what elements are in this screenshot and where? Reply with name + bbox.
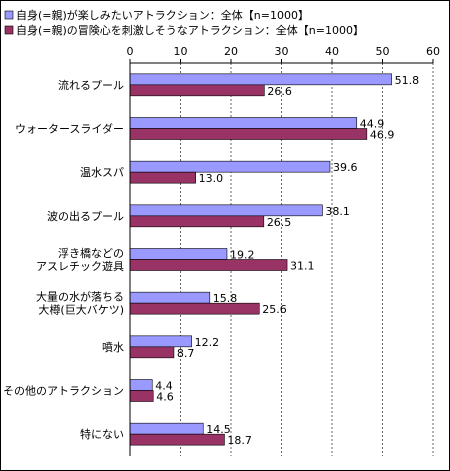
bar-series2 — [129, 171, 196, 184]
category-label: 噴水 — [102, 341, 124, 354]
data-label-series2: 46.9 — [370, 129, 395, 142]
data-label-series1: 15.8 — [213, 292, 238, 305]
bar-series2 — [129, 259, 288, 271]
x-tick-label: 20 — [224, 45, 238, 58]
bar-series1 — [129, 248, 228, 260]
bar-series1 — [129, 204, 323, 217]
bar-series2 — [129, 433, 225, 446]
bar-series1 — [129, 73, 392, 86]
bar-series1 — [129, 335, 192, 348]
x-tick-label: 10 — [174, 45, 188, 58]
x-tick-label: 40 — [325, 45, 339, 58]
data-label-series2: 4.6 — [156, 391, 174, 404]
category-label: 波の出るプール — [47, 209, 124, 223]
axes: 0 10 20 30 40 50 60 流れるプールウォータースライダー温水スパ波の出るプール… — [3, 45, 440, 456]
legend-swatch-1 — [4, 10, 14, 20]
bar-series2 — [129, 215, 265, 228]
data-label-series1: 44.9 — [360, 118, 385, 131]
bar-series1 — [129, 422, 204, 435]
category-label: 大量の水が落ちる — [36, 290, 124, 304]
data-label-series2: 25.6 — [262, 303, 287, 316]
legend-label-2: 自身(=親)の冒険心を刺激しそうなアトラクション：全体【n=1000】 — [16, 23, 364, 37]
bar-series2 — [129, 302, 260, 315]
data-label-series2: 8.7 — [177, 347, 195, 360]
bar-series2 — [129, 390, 154, 402]
data-label-series1: 38.1 — [325, 205, 350, 218]
data-label-series1: 19.2 — [230, 249, 255, 262]
category-label: 浮き橋などの — [58, 246, 124, 260]
bar-series1 — [129, 160, 331, 173]
data-label-series1: 4.4 — [155, 380, 173, 393]
data-label-series2: 26.6 — [267, 85, 292, 98]
legend-swatch-2 — [4, 25, 14, 35]
data-label-series1: 14.5 — [206, 423, 231, 436]
data-label-series1: 39.6 — [333, 161, 358, 174]
bar-series2 — [129, 346, 175, 359]
bar-series1 — [129, 291, 211, 304]
data-label-series2: 26.5 — [267, 216, 292, 229]
bars: 51.8 26.6 44.946.9 39.6 13.0 38.1 26.5 19.2 31.1… — [129, 73, 420, 447]
category-label: 大樽(巨大バケツ) — [38, 303, 124, 317]
x-tick-label: 0 — [127, 45, 134, 58]
data-label-series1: 12.2 — [195, 336, 220, 349]
category-label: 流れるプール — [58, 78, 124, 92]
category-label: ウォータースライダー — [15, 122, 124, 136]
category-label: 特にない — [80, 427, 124, 441]
bar-series1 — [129, 379, 153, 391]
bar-series1 — [129, 117, 358, 129]
category-label: 温水スパ — [80, 166, 124, 179]
legend-label-1: 自身(=親)が楽しみたいアトラクション：全体【n=1000】 — [16, 8, 309, 22]
legend: 自身(=親)が楽しみたいアトラクション：全体【n=1000】自身(=親)の冒険心… — [4, 8, 364, 37]
x-tick-label: 60 — [426, 45, 440, 58]
category-label: アスレチック遊具 — [36, 259, 124, 273]
x-tick-label: 30 — [275, 45, 289, 58]
data-label-series2: 13.0 — [199, 172, 224, 185]
category-label: その他のアトラクション — [3, 385, 124, 398]
x-tick-label: 50 — [376, 45, 390, 58]
data-label-series2: 18.7 — [227, 434, 252, 447]
bar-series2 — [129, 84, 265, 97]
data-label-series2: 31.1 — [290, 260, 315, 273]
data-label-series1: 51.8 — [395, 74, 420, 87]
bar-series2 — [129, 128, 368, 140]
